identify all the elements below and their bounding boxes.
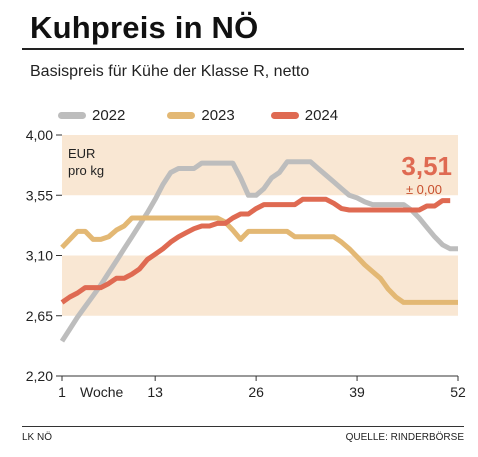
legend-swatch-2022 (58, 112, 86, 119)
title-rule (22, 48, 464, 50)
legend-swatch-2024 (270, 112, 299, 119)
unit-label-per-kg: pro kg (68, 163, 104, 178)
legend-label-2024: 2024 (304, 107, 339, 124)
x-tick-label: 26 (248, 384, 264, 400)
y-tick-label: 2,65 (26, 308, 53, 324)
y-tick-label: 3,55 (26, 187, 53, 203)
legend-item-2023: 2023 (167, 107, 235, 124)
band-upper (62, 135, 458, 196)
chart-title: Kuhpreis in NÖ (30, 10, 259, 45)
y-tick-label: 3,10 (26, 248, 53, 264)
current-value-label: 3,51 (401, 151, 452, 181)
series-line-2022 (59, 159, 458, 343)
band-lower (62, 255, 458, 316)
x-tick-label: 13 (147, 384, 163, 400)
source-right: QUELLE: RINDERBÖRSE (345, 432, 464, 443)
x-tick-label: 52 (450, 384, 466, 400)
chart-legend: 2022 2023 2024 (58, 107, 374, 124)
series-line-2023 (60, 215, 458, 305)
unit-label-currency: EUR (68, 146, 95, 161)
legend-label-2022: 2022 (92, 107, 126, 124)
legend-item-2022: 2022 (58, 107, 125, 124)
series-line-2024 (60, 196, 451, 305)
chart-subtitle: Basispreis für Kühe der Klasse R, netto (30, 63, 310, 80)
current-change-label: ± 0,00 (406, 182, 442, 197)
legend-swatch-2023 (167, 112, 196, 119)
x-tick-label: 1 (58, 384, 66, 400)
x-axis-label: Woche (80, 384, 124, 400)
y-tick-label: 2,20 (26, 368, 53, 384)
legend-label-2023: 2023 (201, 107, 235, 124)
footer-rule (22, 426, 464, 427)
source-left: LK NÖ (22, 432, 53, 443)
x-tick-label: 39 (349, 384, 365, 400)
legend-item-2024: 2024 (270, 107, 339, 124)
y-tick-label: 4,00 (26, 127, 53, 143)
